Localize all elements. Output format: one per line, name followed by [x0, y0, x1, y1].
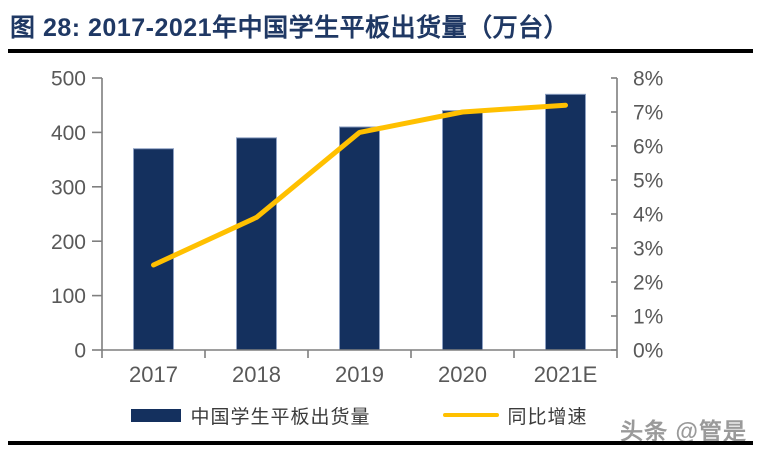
watermark-text: 头条 @管是: [620, 418, 747, 444]
left-axis-tick-label: 400: [51, 122, 86, 145]
category-label-2021E: 2021E: [534, 362, 598, 387]
right-axis-tick-label: 2%: [633, 272, 663, 295]
category-label-2020: 2020: [438, 362, 487, 387]
bar-2021E: [545, 93, 586, 351]
bar-2017: [133, 148, 174, 351]
category-label-2017: 2017: [129, 362, 178, 387]
right-axis-tick-label: 3%: [633, 238, 663, 261]
title-divider: [8, 49, 753, 53]
left-axis-tick-label: 200: [51, 231, 86, 254]
bar-2019: [339, 126, 380, 351]
growth-rate-line: [151, 102, 568, 268]
left-axis-tick-label: 100: [51, 285, 86, 308]
legend-item-shipments: 中国学生平板出货量: [131, 402, 370, 429]
legend-label-growth: 同比增速: [507, 405, 588, 428]
line-series-swatch: [442, 413, 499, 417]
bar-series-swatch: [131, 408, 182, 422]
left-axis-tick-label: 0: [74, 340, 86, 363]
figure-title: 图 28: 2017-2021年中国学生平板出货量（万台）: [10, 14, 570, 42]
category-label-2019: 2019: [335, 362, 384, 387]
bar-2018: [236, 137, 277, 351]
bar-2020: [442, 110, 483, 351]
legend-item-growth: 同比增速: [442, 402, 588, 429]
right-axis-tick-label: 4%: [633, 204, 663, 227]
right-axis-tick-label: 6%: [633, 136, 663, 159]
left-axis-tick-label: 300: [51, 176, 86, 199]
bottom-divider: [8, 441, 753, 445]
right-axis-tick-label: 5%: [633, 170, 663, 193]
right-axis-tick-label: 8%: [633, 68, 663, 91]
legend-label-shipments: 中国学生平板出货量: [190, 405, 371, 428]
right-axis-tick-label: 0%: [633, 340, 663, 363]
chart-legend: 中国学生平板出货量 同比增速: [102, 401, 617, 429]
right-axis-tick-label: 7%: [633, 102, 663, 125]
right-axis-tick-label: 1%: [633, 306, 663, 329]
left-axis-tick-label: 500: [51, 68, 86, 91]
category-label-2018: 2018: [232, 362, 281, 387]
